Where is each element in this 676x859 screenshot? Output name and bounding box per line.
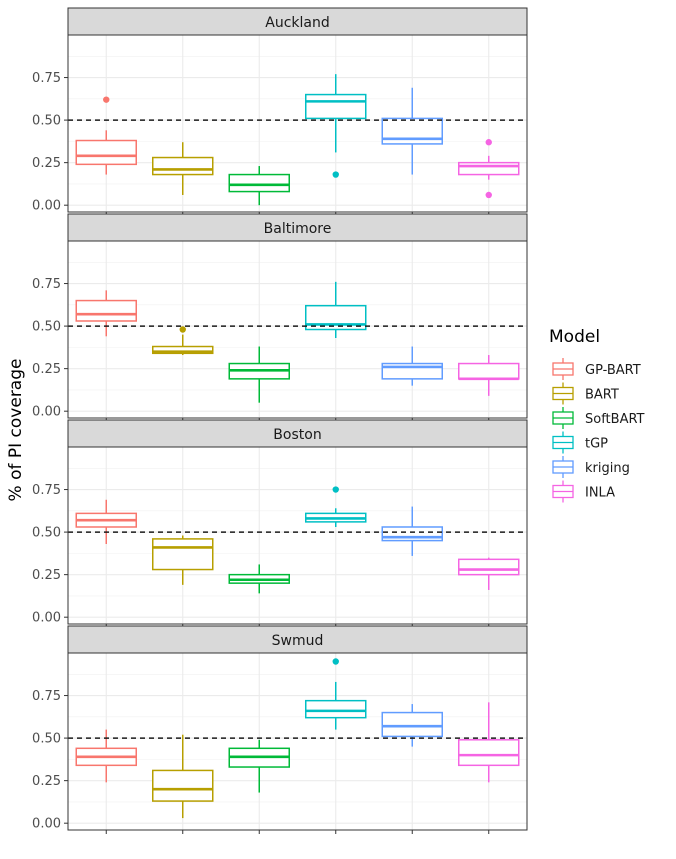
box-kriging: [381, 506, 443, 556]
panel-background: [68, 35, 527, 212]
legend-label: BART: [585, 388, 619, 403]
box-body: [228, 173, 290, 193]
outlier-point: [332, 171, 339, 178]
box-tgp: [305, 658, 367, 730]
box-body: [458, 558, 520, 576]
box-inla: [458, 557, 520, 590]
legend-item: INLA: [552, 480, 615, 503]
box-body: [305, 699, 367, 719]
box-gp-bart: [75, 290, 137, 337]
y-tick-label: 0.50: [32, 114, 61, 129]
box-bart: [152, 326, 214, 356]
box-body: [305, 93, 367, 120]
facet-panel: Boston 0.00 0.25 0.50 0.75: [32, 419, 528, 628]
y-tick-label: 0.75: [32, 689, 61, 704]
box-inla: [458, 702, 520, 783]
facet-strip: [67, 213, 528, 242]
legend-label: kriging: [585, 461, 630, 476]
box-kriging: [381, 346, 443, 386]
facet-panel: Swmud 0.00 0.25 0.50 0.75: [32, 625, 528, 834]
facet-strip: [67, 625, 528, 654]
legend-item: tGP: [552, 431, 608, 454]
y-tick-label: 0.25: [32, 568, 61, 583]
legend-label: GP-BART: [585, 363, 641, 378]
box-kriging: [381, 704, 443, 747]
outlier-point: [103, 96, 110, 103]
box-softbart: [228, 346, 290, 403]
outlier-point: [485, 139, 492, 146]
legend-title: Model: [549, 327, 600, 347]
y-tick-label: 0.75: [32, 71, 61, 86]
y-tick-label: 0.00: [32, 199, 61, 214]
panel-border: [67, 240, 528, 419]
y-tick-label: 0.75: [32, 483, 61, 498]
box-body: [75, 139, 137, 166]
facet-strip: [67, 7, 528, 36]
box-body: [381, 526, 443, 542]
y-tick-label: 0.00: [32, 611, 61, 626]
panel-border: [67, 34, 528, 213]
box-tgp: [305, 74, 367, 178]
box-body: [381, 711, 443, 738]
box-body: [75, 299, 137, 322]
y-tick-label: 0.75: [32, 277, 61, 292]
panel-border: [67, 446, 528, 625]
facet-title: Baltimore: [264, 221, 332, 237]
box-body: [152, 538, 214, 571]
outlier-point: [332, 658, 339, 665]
box-body: [152, 769, 214, 802]
box-gp-bart: [75, 96, 137, 175]
box-softbart: [228, 166, 290, 206]
outlier-point: [179, 326, 186, 333]
box-inla: [458, 139, 520, 199]
y-tick-label: 0.25: [32, 362, 61, 377]
y-tick-label: 0.25: [32, 156, 61, 171]
box-body: [152, 345, 214, 355]
legend-item: kriging: [552, 456, 630, 478]
facet-panels: Auckland 0.00 0.25 0.50 0.75 Baltimore 0.00 0.2…: [32, 7, 528, 834]
box-body: [458, 362, 520, 380]
y-tick-label: 0.25: [32, 774, 61, 789]
facet-panel: Baltimore 0.00 0.25 0.50 0.75: [32, 213, 528, 422]
y-axis-title: % of PI coverage: [6, 359, 26, 502]
legend-label: SoftBART: [585, 412, 645, 427]
box-gp-bart: [75, 729, 137, 783]
facet-strip: [67, 419, 528, 448]
box-softbart: [228, 564, 290, 594]
box-bart: [152, 535, 214, 585]
box-tgp: [305, 281, 367, 339]
y-tick-label: 0.50: [32, 526, 61, 541]
box-gp-bart: [75, 499, 137, 545]
box-bart: [152, 142, 214, 195]
facet-title: Swmud: [272, 633, 324, 649]
box-kriging: [381, 87, 443, 175]
outlier-point: [485, 191, 492, 199]
box-inla: [458, 355, 520, 396]
box-bart: [152, 734, 214, 819]
y-tick-label: 0.00: [32, 405, 61, 420]
legend-item: SoftBART: [552, 407, 645, 429]
box-body: [152, 156, 214, 176]
legend-label: tGP: [585, 437, 608, 452]
panel-background: [68, 241, 527, 418]
box-tgp: [305, 486, 367, 527]
box-softbart: [228, 739, 290, 793]
y-tick-label: 0.00: [32, 817, 61, 832]
panel-background: [68, 447, 527, 624]
legend-item: BART: [552, 382, 619, 405]
y-tick-label: 0.50: [32, 320, 61, 335]
facet-title: Auckland: [265, 15, 329, 31]
panel-border: [67, 652, 528, 831]
box-body: [458, 161, 520, 176]
legend-label: INLA: [585, 486, 615, 501]
legend: Model GP-BART BART SoftBART tGP kriging INLA: [549, 327, 645, 503]
legend-item: GP-BART: [552, 358, 641, 380]
facet-panel: Auckland 0.00 0.25 0.50 0.75: [32, 7, 528, 216]
outlier-point: [332, 486, 339, 493]
box-body: [458, 739, 520, 767]
facet-title: Boston: [273, 427, 321, 443]
y-tick-label: 0.50: [32, 732, 61, 747]
panel-background: [68, 653, 527, 830]
